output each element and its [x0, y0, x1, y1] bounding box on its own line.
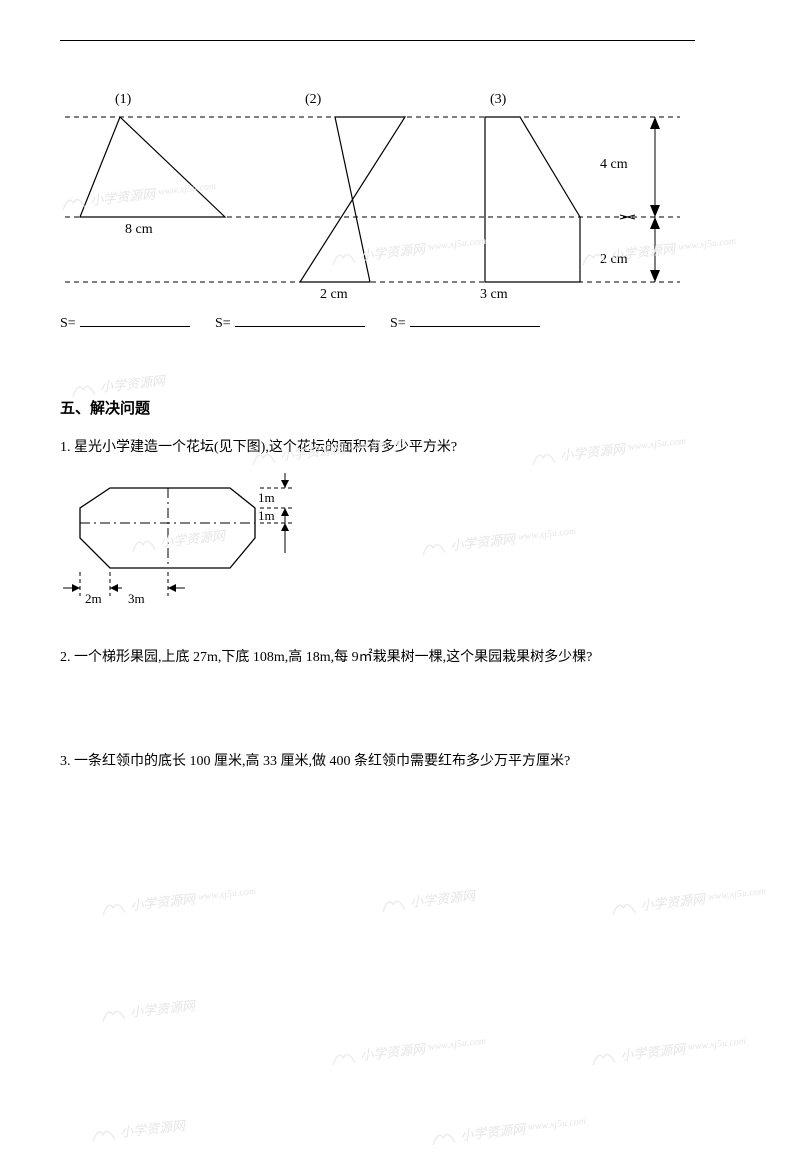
s-label-3: S= — [390, 316, 406, 332]
shape-num-3: (3) — [490, 92, 506, 108]
section-5-title: 五、解决问题 — [60, 397, 740, 418]
s-label-2: S= — [215, 316, 231, 332]
watermark: 小学资源网 www.xj5u.com — [589, 1032, 747, 1067]
dim-h-top: 4 cm — [600, 157, 628, 173]
q2-text: 2. 一个梯形果园,上底 27m,下底 108m,高 18m,每 9㎡栽果树一棵… — [60, 646, 740, 666]
s-label-1: S= — [60, 316, 76, 332]
shape-num-2: (2) — [305, 92, 321, 108]
s-blank-1[interactable] — [80, 312, 190, 327]
q1-dim-bot1: 2m — [85, 591, 102, 607]
dim-s3-base: 3 cm — [480, 287, 508, 303]
watermark: 小学资源网 — [379, 885, 475, 914]
watermark: 小学资源网 www.xj5u.com — [429, 1112, 587, 1147]
watermark: 小学资源网 — [99, 995, 195, 1024]
shapes-diagram: (1) (2) (3) 8 cm 2 cm 3 cm 4 cm 2 cm S= … — [60, 87, 695, 337]
s-blank-3[interactable] — [410, 312, 540, 327]
shape-num-1: (1) — [115, 92, 131, 108]
s-blank-2[interactable] — [235, 312, 365, 327]
q1-dim-bot2: 3m — [128, 591, 145, 607]
watermark: 小学资源网 www.xj5u.com — [609, 882, 767, 917]
dim-s1-base: 8 cm — [125, 222, 153, 238]
watermark: 小学资源网 www.xj5u.com — [329, 1032, 487, 1067]
q1-dim-top2: 1m — [258, 508, 275, 524]
dim-s2-base: 2 cm — [320, 287, 348, 303]
q3-text: 3. 一条红领巾的底长 100 厘米,高 33 厘米,做 400 条红领巾需要红… — [60, 750, 740, 770]
shapes-svg — [60, 87, 695, 337]
watermark: 小学资源网 — [89, 1115, 185, 1144]
q1-dim-top1: 1m — [258, 490, 275, 506]
watermark: 小学资源网 www.xj5u.com — [99, 882, 257, 917]
header-rule — [60, 40, 695, 41]
